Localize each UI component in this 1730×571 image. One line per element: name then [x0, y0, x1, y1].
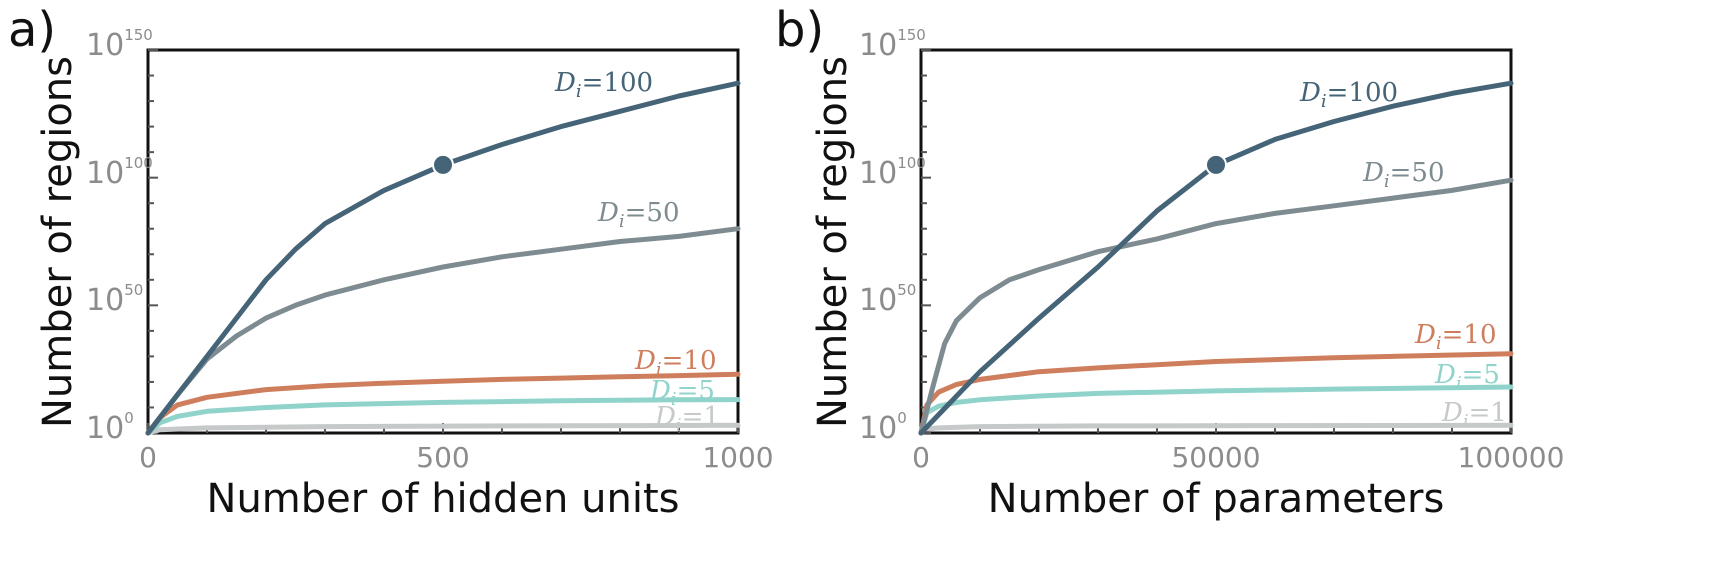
- chart-plot-a: [145, 48, 741, 436]
- series-line-d5: [145, 397, 741, 436]
- series-line-d1: [145, 422, 741, 436]
- series-label-d1: Di=1: [655, 402, 720, 437]
- panel-label: a): [8, 2, 57, 58]
- highlight-point: [1205, 153, 1227, 176]
- y-tick-label: 1050: [86, 281, 144, 319]
- highlight-point: [432, 153, 454, 176]
- chart-panel-a: a) Number of regions Number of hidden un…: [0, 0, 860, 571]
- y-axis-label: Number of regions: [810, 55, 857, 428]
- x-tick-label: 1000: [702, 441, 774, 474]
- series-line-d5: [918, 384, 1514, 436]
- series-label-d10: Di=10: [1415, 320, 1497, 355]
- y-tick-label: 10150: [859, 26, 926, 63]
- x-tick-label: 0: [139, 441, 157, 474]
- series-label-d1: Di=1: [1442, 398, 1507, 433]
- series-label-d100: Di=100: [1300, 78, 1399, 113]
- x-tick-label: 50000: [1171, 441, 1261, 474]
- series-label-d10: Di=10: [635, 346, 717, 381]
- panel-label: b): [775, 2, 825, 58]
- series-label-d5: Di=5: [650, 376, 715, 411]
- series-line-d100: [145, 80, 741, 436]
- series-line-d50: [918, 177, 1514, 436]
- chart-panel-b: b) Number of regions Number of parameter…: [775, 0, 1715, 571]
- y-tick-label: 10100: [86, 153, 153, 191]
- x-tick-label: 100000: [1457, 441, 1565, 474]
- series-line-d100: [918, 80, 1514, 436]
- x-tick-label: 500: [416, 441, 470, 474]
- y-tick-label: 1050: [859, 281, 917, 319]
- x-axis-label: Number of hidden units: [206, 476, 680, 522]
- series-line-d10: [918, 351, 1514, 436]
- y-axis-label: Number of regions: [35, 55, 82, 428]
- series-label-d100: Di=100: [555, 68, 654, 103]
- series-line-d10: [145, 371, 741, 436]
- y-tick-label: 10100: [859, 153, 926, 191]
- y-tick-label: 10150: [86, 26, 153, 63]
- series-label-d50: Di=50: [598, 198, 680, 233]
- chart-plot-b: [918, 48, 1514, 436]
- series-label-d50: Di=50: [1363, 158, 1445, 193]
- x-tick-label: 0: [912, 441, 930, 474]
- series-line-d50: [145, 226, 741, 436]
- y-tick-label: 100: [859, 409, 907, 446]
- x-axis-label: Number of parameters: [987, 476, 1445, 522]
- series-label-d5: Di=5: [1435, 360, 1500, 395]
- y-tick-label: 100: [86, 409, 134, 446]
